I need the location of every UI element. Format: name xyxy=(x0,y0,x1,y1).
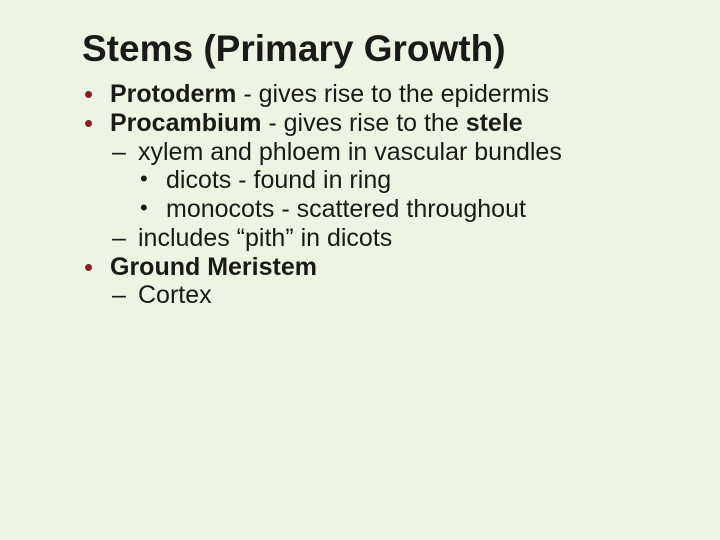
slide-title: Stems (Primary Growth) xyxy=(82,28,660,70)
bullet-protoderm: Protoderm - gives rise to the epidermis xyxy=(82,80,660,109)
text-cortex: Cortex xyxy=(138,281,212,309)
bullet-xylem-phloem: xylem and phloem in vascular bundles xyxy=(82,138,660,167)
text-xylem-phloem: xylem and phloem in vascular bundles xyxy=(138,138,562,166)
term-stele: stele xyxy=(466,109,523,137)
slide: Stems (Primary Growth) Protoderm - gives… xyxy=(0,0,720,330)
text-protoderm-desc: - gives rise to the epidermis xyxy=(236,80,549,108)
bullet-pith: includes “pith” in dicots xyxy=(82,224,660,253)
term-protoderm: Protoderm xyxy=(110,80,236,108)
term-procambium: Procambium xyxy=(110,109,261,137)
text-pith: includes “pith” in dicots xyxy=(138,224,392,252)
text-monocots: monocots - scattered throughout xyxy=(166,195,526,223)
bullet-dicots: dicots - found in ring xyxy=(82,166,660,195)
bullet-cortex: Cortex xyxy=(82,281,660,310)
text-dicots: dicots - found in ring xyxy=(166,166,391,194)
bullet-monocots: monocots - scattered throughout xyxy=(82,195,660,224)
slide-content: Protoderm - gives rise to the epidermis … xyxy=(82,80,660,310)
bullet-procambium: Procambium - gives rise to the stele xyxy=(82,109,660,138)
bullet-ground-meristem: Ground Meristem xyxy=(82,253,660,282)
text-procambium-desc: - gives rise to the xyxy=(261,109,465,137)
term-ground-meristem: Ground Meristem xyxy=(110,253,317,281)
